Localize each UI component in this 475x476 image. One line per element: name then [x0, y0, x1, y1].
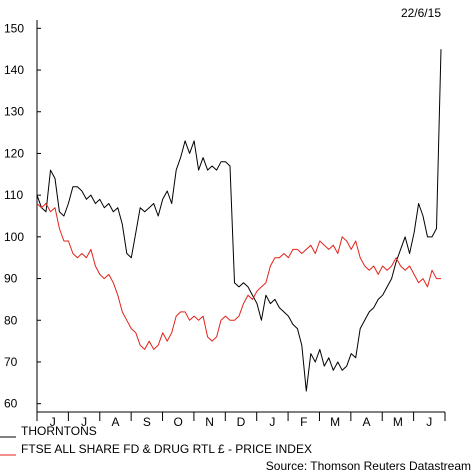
- x-tick-label: M: [330, 415, 340, 429]
- legend: THORNTONS FTSE ALL SHARE FD & DRUG RTL £ …: [0, 424, 312, 456]
- y-tick-label: 120: [4, 146, 24, 160]
- x-tick-label: N: [205, 415, 214, 429]
- x-tick-label: J: [50, 415, 56, 429]
- y-tick-label: 140: [4, 63, 24, 77]
- legend-label: FTSE ALL SHARE FD & DRUG RTL £ - PRICE I…: [21, 442, 312, 456]
- x-tick-label: J: [269, 415, 275, 429]
- y-tick-label: 60: [4, 397, 18, 411]
- y-tick-label: 80: [4, 313, 18, 327]
- y-tick-label: 150: [4, 21, 24, 35]
- x-tick-label: S: [143, 415, 151, 429]
- y-tick-label: 100: [4, 230, 24, 244]
- x-tick-label: A: [363, 415, 371, 429]
- y-tick-label: 130: [4, 105, 24, 119]
- x-tick-label: J: [426, 415, 432, 429]
- y-tick-label: 110: [4, 188, 23, 202]
- series-line-thorntons: [36, 49, 442, 392]
- x-tick-label: J: [81, 415, 87, 429]
- y-tick-label: 90: [4, 272, 18, 286]
- x-tick-label: M: [393, 415, 403, 429]
- series-layer: [36, 49, 442, 392]
- x-tick-label: A: [111, 415, 119, 429]
- y-axis: 60 70 80 90 100 110 120 130 140 150: [4, 20, 41, 412]
- legend-label: THORNTONS: [21, 424, 97, 438]
- source-text: Source: Thomson Reuters Datastream: [266, 459, 471, 473]
- x-tick-label: D: [237, 415, 246, 429]
- x-tick-label: F: [300, 415, 307, 429]
- x-tick-label: O: [174, 415, 183, 429]
- date-label: 22/6/15: [401, 6, 441, 20]
- y-tick-label: 70: [4, 355, 18, 369]
- series-line-ftse-food-drug: [36, 203, 441, 350]
